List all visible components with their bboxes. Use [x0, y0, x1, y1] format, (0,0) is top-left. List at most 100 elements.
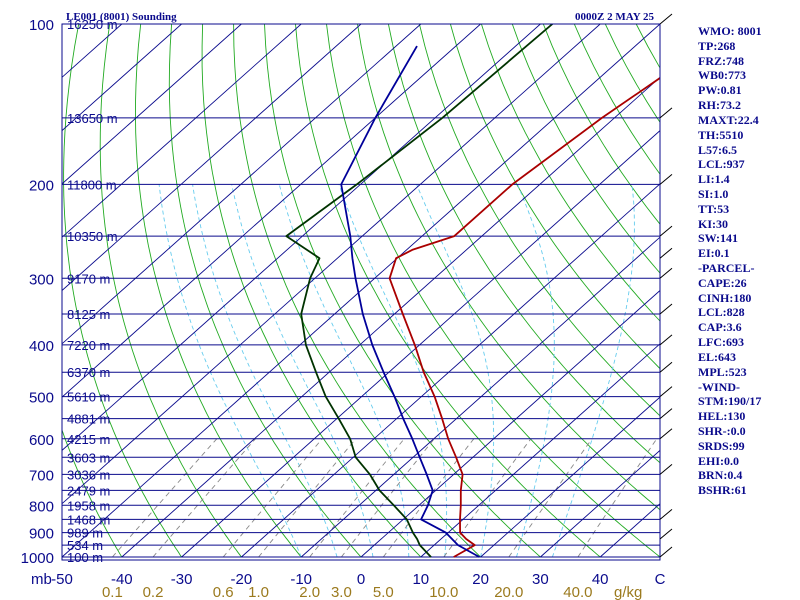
pressure-tick-label: 900 [29, 526, 54, 543]
index-item: STM:190/17 [698, 394, 762, 409]
height-label: 8125 m [67, 307, 110, 322]
isotherm [62, 24, 242, 185]
height-label: 9170 m [67, 271, 110, 286]
index-item: LCL:828 [698, 305, 745, 320]
mixing-ratio-tick-label: 0.2 [143, 584, 164, 600]
wind-barb [659, 174, 673, 185]
dry-adiabat [201, 24, 422, 558]
temperature-tick-label: 30 [532, 571, 549, 588]
isotherm [300, 236, 660, 558]
index-item: CAP:3.6 [698, 320, 742, 335]
temperature-tick-label: -40 [111, 571, 133, 588]
mixing-ratio-tick-label: 20.0 [494, 584, 523, 600]
index-item: EI:0.1 [698, 246, 730, 261]
moist-adiabat [516, 184, 555, 558]
height-label: 4881 m [67, 412, 110, 427]
moist-adiabat [551, 184, 635, 558]
isotherm [62, 24, 362, 292]
grid-layer [0, 24, 660, 558]
index-item: KI:30 [698, 216, 728, 231]
temperature-tick-label: 0 [357, 571, 365, 588]
isotherm [62, 24, 302, 238]
index-item: TT:53 [698, 201, 730, 216]
height-label: 10350 m [67, 229, 118, 244]
index-item: HEL:130 [698, 409, 746, 424]
moist-adiabat [158, 184, 302, 558]
height-label: 6370 m [67, 365, 110, 380]
mixing-ratio-tick-label: 0.6 [213, 584, 234, 600]
mixing-ratio-tick-label: 40.0 [563, 584, 592, 600]
axis-layer: 16250 m 13650 m 11800 m 10350 m 9170 m 8125 m… [21, 17, 666, 600]
height-label: 3603 m [67, 450, 110, 465]
wind-barb [659, 225, 673, 237]
profile-line [340, 45, 480, 558]
isotherm [480, 396, 660, 558]
height-label: 989 m [67, 526, 103, 541]
temperature-tick-label: -10 [290, 571, 312, 588]
wind-barb [659, 509, 673, 520]
wind-barb [659, 303, 673, 315]
mixing-ratio-line [112, 438, 218, 558]
height-label: 4215 m [67, 432, 110, 447]
index-item: SHR-:0.0 [698, 423, 746, 438]
pressure-tick-label: 300 [29, 271, 54, 288]
height-label: 100 m [67, 550, 103, 565]
temperature-tick-label: 10 [412, 571, 429, 588]
height-label: 16250 m [67, 17, 118, 32]
mixing-ratio-tick-label: 0.1 [102, 584, 123, 600]
pressure-tick-label: 600 [29, 432, 54, 449]
plot-frame [61, 23, 661, 561]
wind-barb [659, 267, 673, 279]
pressure-unit-label: mb [31, 571, 52, 588]
chart-title: LE001 (8001) Sounding [66, 11, 177, 23]
index-item: -WIND- [698, 379, 740, 394]
wind-barbs [659, 13, 673, 558]
isotherm [121, 76, 660, 558]
wind-barb [659, 107, 673, 119]
isotherm [62, 24, 660, 558]
pressure-tick-label: 100 [29, 17, 54, 34]
height-label: 13650 m [67, 111, 118, 126]
height-label: 11800 m [67, 177, 117, 192]
height-label: 7220 m [67, 338, 110, 353]
index-item: LI:1.4 [698, 172, 730, 187]
wind-barb [659, 334, 673, 346]
temperature-tick-label: -20 [231, 571, 253, 588]
dry-adiabat [168, 24, 362, 558]
isotherm [62, 24, 422, 345]
index-item: BSHR:61 [698, 483, 747, 498]
index-item: WB0:773 [698, 68, 746, 83]
mixing-ratio-tick-label: 5.0 [373, 584, 394, 600]
wind-barb [659, 528, 673, 540]
isotherm [62, 24, 601, 505]
height-label: 1958 m [67, 498, 110, 513]
mixing-ratio-tick-label: 3.0 [331, 584, 352, 600]
height-label: 1468 m [67, 512, 110, 527]
temperature-tick-label: C [655, 571, 666, 588]
wind-barb [659, 361, 673, 373]
temperature-tick-label: -50 [51, 571, 73, 588]
isotherm [0, 24, 2, 557]
dry-adiabat [295, 24, 601, 558]
moist-adiabat [231, 184, 374, 558]
temperature-tick-label: 20 [472, 571, 489, 588]
isotherm [62, 24, 541, 452]
index-item: RH:73.2 [698, 98, 741, 113]
wind-barb [659, 464, 673, 475]
height-label: 5610 m [67, 390, 110, 405]
index-item: TH:5510 [698, 127, 744, 142]
isotherm [540, 449, 660, 558]
wind-barb [659, 13, 673, 25]
profile-line [388, 76, 660, 558]
mixing-ratio-unit-label: g/kg [614, 584, 642, 600]
index-item: MAXT:22.4 [698, 112, 759, 127]
height-label: 2479 m [67, 483, 110, 498]
mixing-ratio-line [152, 438, 256, 558]
isotherm [420, 343, 660, 558]
pressure-tick-label: 1000 [21, 550, 54, 567]
wind-barb [659, 386, 673, 397]
wind-barb [659, 546, 673, 558]
dry-adiabat [326, 24, 660, 558]
mixing-ratio-line [577, 438, 658, 558]
